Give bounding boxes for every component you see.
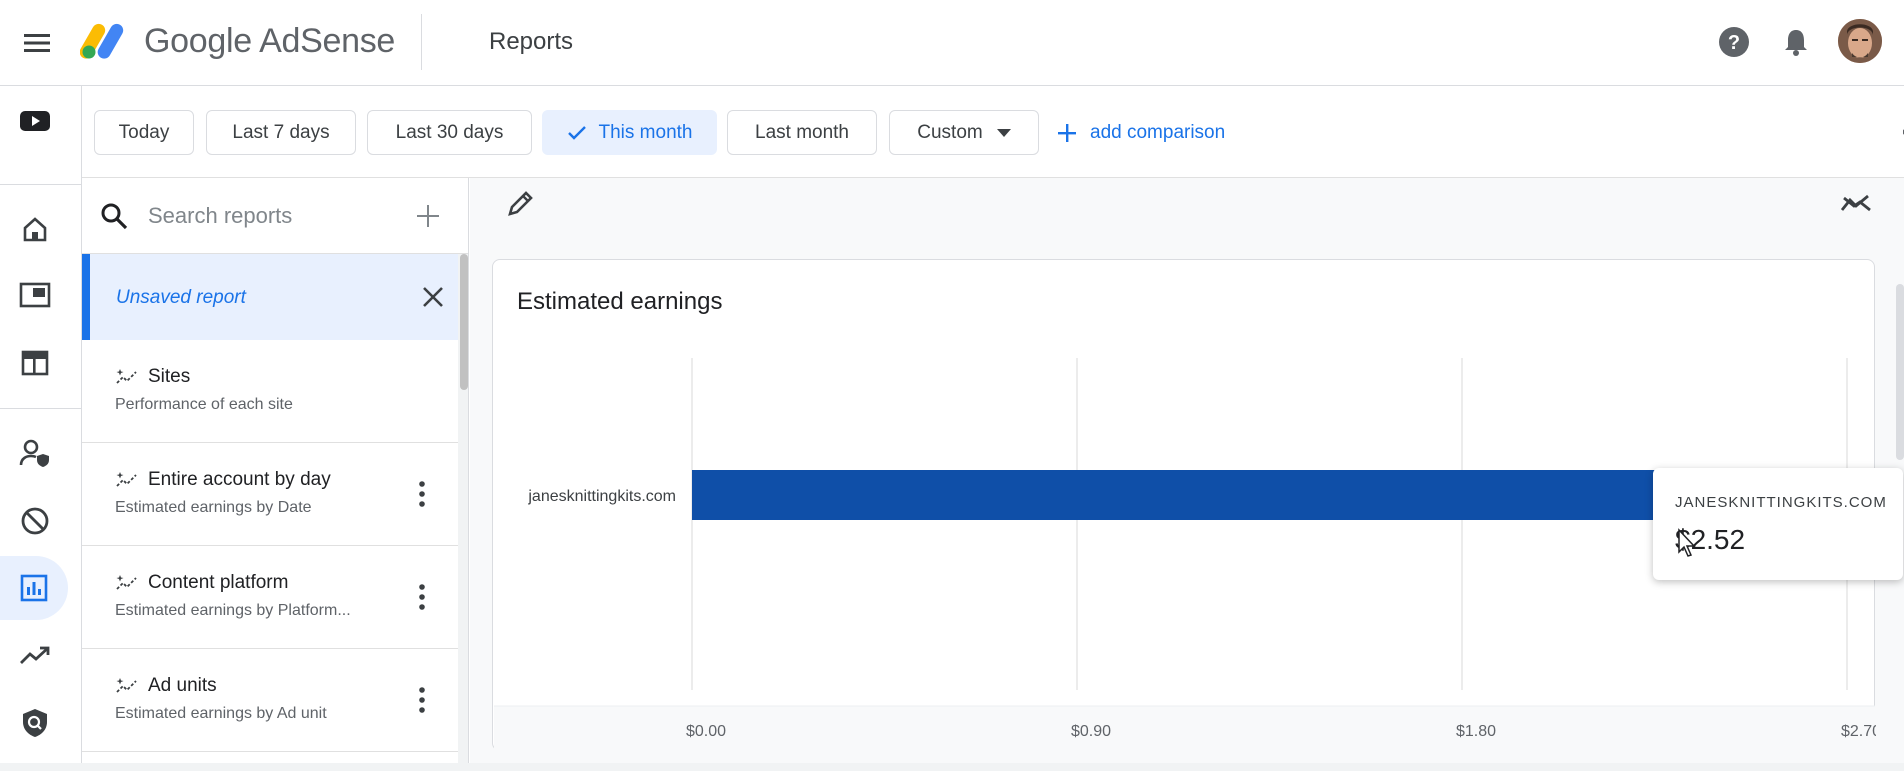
top-app-bar: Google AdSense Reports ? (0, 0, 1904, 86)
estimated-earnings-chart-card: Estimated earnings $0.00 $0.90 $1.80 $2.70 j… (492, 259, 1903, 751)
chart-tooltip: JANESKNITTINGKITS.COM $2.52 (1653, 468, 1903, 580)
report-title: Ad units (148, 675, 217, 696)
report-subtitle: Estimated earnings by Ad unit (115, 705, 327, 722)
more-vert-icon[interactable] (414, 685, 430, 715)
privacy-messaging-icon[interactable] (14, 432, 56, 474)
auto-report-icon (116, 574, 138, 592)
chip-last-month[interactable]: Last month (727, 110, 877, 155)
report-title: Entire account by day (148, 469, 331, 490)
check-icon (567, 125, 587, 141)
chip-custom-dropdown[interactable]: Custom (889, 110, 1039, 155)
notifications-bell-icon[interactable] (1778, 24, 1814, 60)
add-comparison-label: add comparison (1090, 122, 1226, 143)
x-tick-label: $2.70 (1841, 723, 1876, 740)
y-category-label: janesknittingkits.com (527, 488, 676, 505)
header-divider (421, 14, 422, 70)
menu-icon[interactable] (18, 25, 56, 61)
date-filter-bar: Today Last 7 days Last 30 days This mont… (82, 86, 1904, 178)
report-subtitle: Performance of each site (115, 396, 293, 413)
trend-compare-icon[interactable] (1840, 190, 1872, 218)
report-item-ad-units[interactable]: Ad units Estimated earnings by Ad unit (82, 649, 458, 752)
youtube-icon[interactable] (14, 100, 56, 142)
sites-layout-icon[interactable] (14, 342, 56, 384)
unsaved-report-label: Unsaved report (116, 287, 246, 308)
x-tick-label: $1.80 (1456, 723, 1496, 740)
mouse-pointer-icon (1677, 528, 1697, 558)
search-row (82, 178, 468, 254)
caret-down-icon (996, 128, 1011, 137)
page-bottom-strip (0, 763, 1904, 771)
chip-label: This month (598, 121, 693, 143)
x-tick-label: $0.00 (686, 723, 726, 740)
rail-divider (0, 408, 82, 409)
bar (692, 470, 1770, 520)
chip-today[interactable]: Today (94, 110, 194, 155)
main-scrollbar[interactable] (1896, 284, 1904, 460)
chip-label: Today (118, 121, 170, 143)
page-title: Reports (489, 28, 574, 55)
chip-label: Custom (917, 121, 983, 143)
chip-label: Last month (755, 121, 849, 143)
unsaved-report-item[interactable]: Unsaved report (82, 254, 458, 340)
add-report-icon[interactable] (412, 200, 444, 232)
reports-list-panel: Unsaved report Sites Performance of each… (82, 178, 469, 771)
x-tick-label: $0.90 (1071, 723, 1111, 740)
report-subtitle: Estimated earnings by Platform... (115, 602, 351, 619)
reports-icon[interactable] (0, 556, 68, 620)
report-main-area: Estimated earnings $0.00 $0.90 $1.80 $2.70 j… (470, 178, 1904, 771)
search-reports-input[interactable] (148, 198, 408, 234)
chip-label: Last 7 days (232, 121, 330, 143)
report-item-sites[interactable]: Sites Performance of each site (82, 340, 458, 443)
home-icon[interactable] (14, 208, 56, 250)
blocking-controls-icon[interactable] (14, 500, 56, 542)
chip-last-7-days[interactable]: Last 7 days (206, 110, 356, 155)
close-icon[interactable] (420, 284, 446, 310)
report-title: Sites (148, 366, 191, 387)
more-vert-icon[interactable] (414, 582, 430, 612)
chart-title: Estimated earnings (517, 288, 723, 315)
auto-report-icon (116, 677, 138, 695)
auto-report-icon (116, 471, 138, 489)
avatar[interactable] (1838, 19, 1882, 63)
add-comparison-button[interactable]: add comparison (1058, 116, 1225, 150)
rail-divider (0, 184, 82, 185)
help-icon[interactable]: ? (1716, 24, 1752, 60)
bar-chart: $0.00 $0.90 $1.80 $2.70 janesknittingkits.co… (494, 358, 1876, 751)
chip-label: Last 30 days (395, 121, 504, 143)
adsense-logo-icon (80, 18, 128, 60)
optimization-icon[interactable] (14, 634, 56, 676)
svg-text:?: ? (1728, 32, 1740, 54)
report-title: Content platform (148, 572, 289, 593)
brand-name: Google AdSense (144, 22, 395, 60)
edit-pencil-icon[interactable] (506, 188, 536, 218)
search-icon (100, 202, 128, 230)
plus-icon (1058, 124, 1076, 142)
ads-icon[interactable] (14, 274, 56, 316)
chip-last-30-days[interactable]: Last 30 days (367, 110, 532, 155)
scrollbar-thumb[interactable] (460, 254, 468, 390)
report-subtitle: Estimated earnings by Date (115, 499, 312, 516)
report-item-content-platform[interactable]: Content platform Estimated earnings by P… (82, 546, 458, 649)
auto-report-icon (116, 368, 138, 386)
reports-scrollbar[interactable] (458, 254, 468, 771)
policy-center-icon[interactable] (14, 702, 56, 744)
tooltip-site-name: JANESKNITTINGKITS.COM (1675, 494, 1887, 511)
gear-icon[interactable] (1900, 114, 1904, 150)
x-axis-strip (494, 706, 1875, 751)
report-item-entire-account-by-day[interactable]: Entire account by day Estimated earnings… (82, 443, 458, 546)
navigation-rail (0, 86, 82, 771)
chip-this-month[interactable]: This month (542, 110, 717, 155)
more-vert-icon[interactable] (414, 479, 430, 509)
